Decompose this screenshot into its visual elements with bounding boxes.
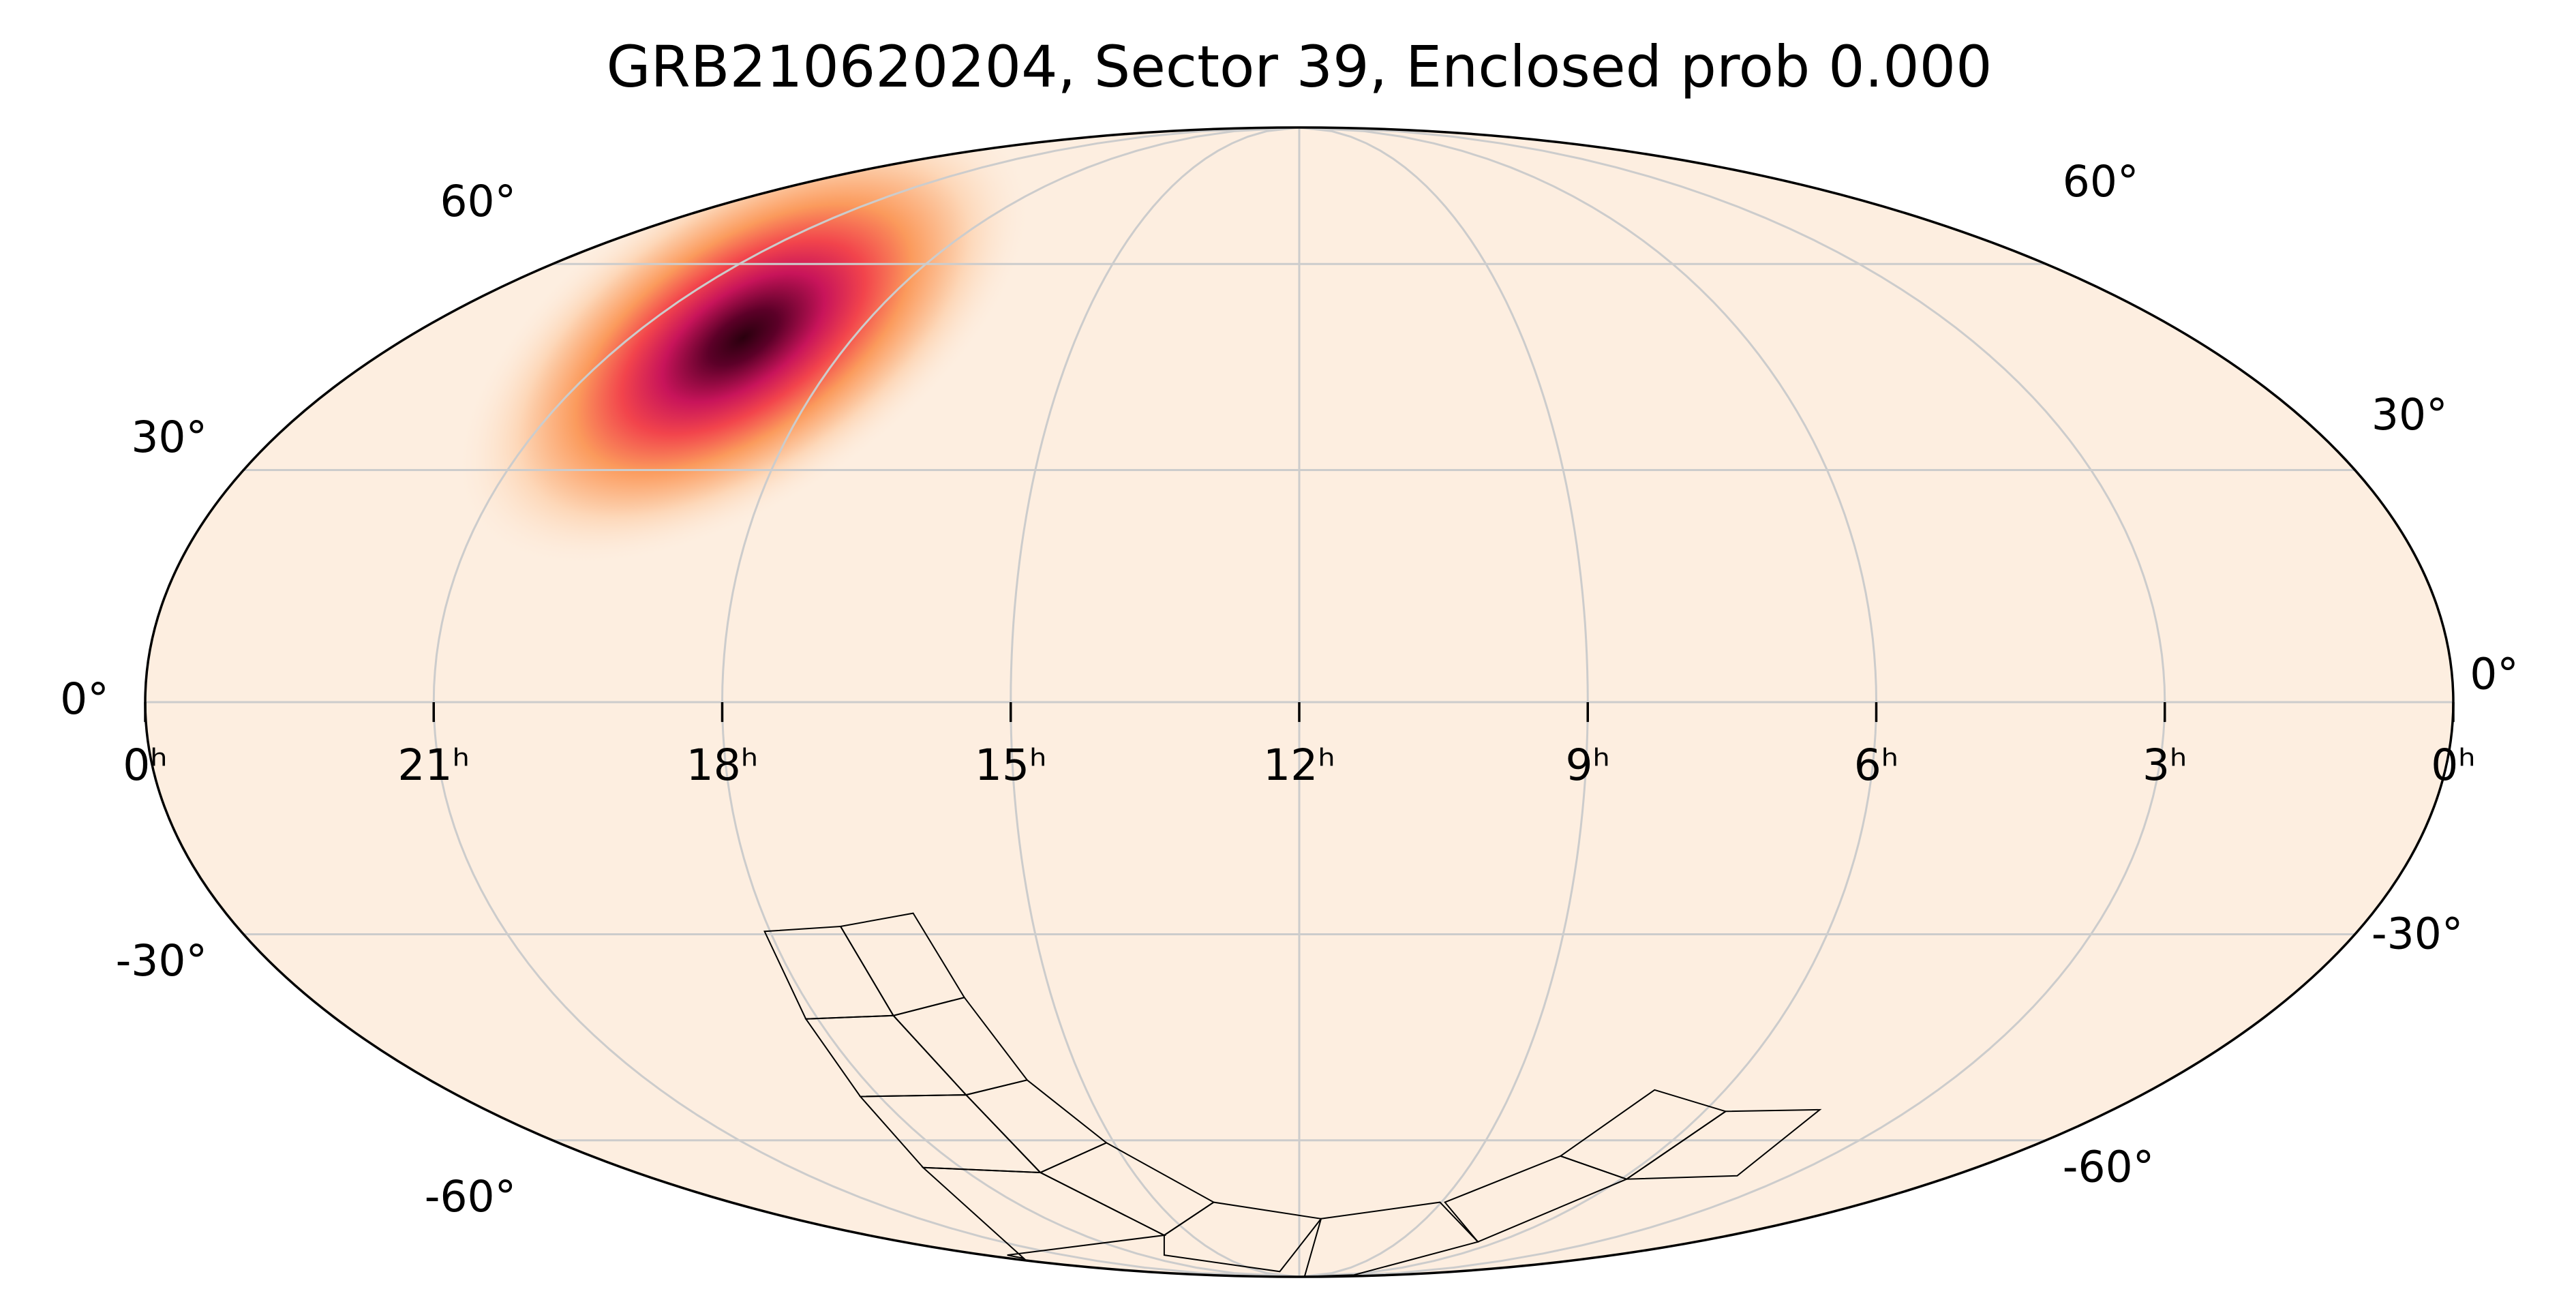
x-tick-label: 0ʰ: [123, 740, 168, 790]
y-tick-label: -30°: [116, 936, 207, 986]
y-tick-label: 0°: [2470, 650, 2519, 699]
x-tick-label: 21ʰ: [397, 740, 470, 790]
x-tick-label: 6ʰ: [1854, 740, 1899, 790]
chart-title: GRB210620204, Sector 39, Enclosed prob 0…: [606, 33, 1992, 100]
x-tick-label: 15ʰ: [975, 740, 1047, 790]
x-tick-label: 9ʰ: [1565, 740, 1610, 790]
x-tick-label: 0ʰ: [2431, 740, 2476, 790]
sector-tile: [1624, 1108, 1822, 1180]
sector-tile: [1303, 1201, 1479, 1277]
y-tick-label: -30°: [2372, 909, 2463, 958]
y-tick-label: 60°: [440, 177, 516, 226]
x-tick-label: 3ʰ: [2142, 740, 2187, 790]
y-tick-label: 0°: [60, 674, 109, 724]
y-tick-label: -60°: [2063, 1142, 2154, 1192]
x-tick-label: 18ʰ: [686, 740, 759, 790]
sector-tile: [1163, 1201, 1322, 1273]
x-tick-label: 12ʰ: [1263, 740, 1335, 790]
sector-tile: [921, 1166, 1167, 1260]
y-tick-label: -60°: [425, 1172, 516, 1222]
probability-blob: [454, 127, 1033, 568]
y-tick-label: 30°: [2372, 390, 2448, 440]
probability-map: [454, 127, 1033, 568]
y-tick-label: 30°: [131, 412, 207, 462]
y-tick-label: 60°: [2063, 157, 2139, 207]
